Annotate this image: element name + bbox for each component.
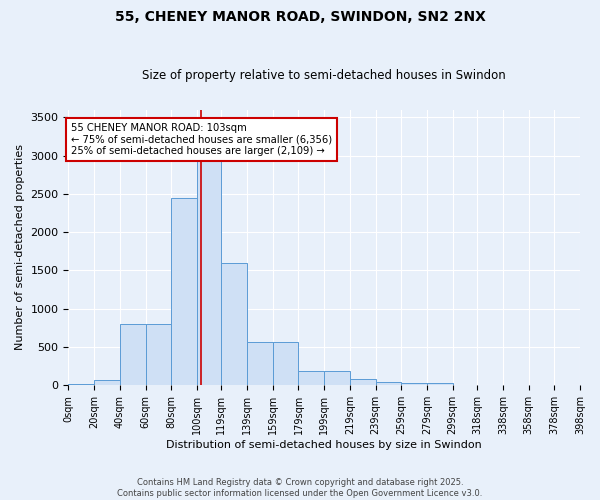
Bar bbox=[197, 140, 221, 386]
Bar bbox=[273, 342, 298, 386]
Bar bbox=[376, 382, 401, 386]
Bar bbox=[427, 383, 453, 386]
Bar bbox=[221, 263, 247, 386]
Bar bbox=[401, 383, 427, 386]
Bar bbox=[146, 324, 171, 386]
Bar bbox=[350, 379, 376, 386]
Title: Size of property relative to semi-detached houses in Swindon: Size of property relative to semi-detach… bbox=[142, 69, 506, 82]
Bar bbox=[324, 371, 350, 386]
Bar bbox=[68, 384, 94, 386]
Bar bbox=[171, 198, 197, 386]
Y-axis label: Number of semi-detached properties: Number of semi-detached properties bbox=[15, 144, 25, 350]
Bar bbox=[120, 324, 146, 386]
Text: 55, CHENEY MANOR ROAD, SWINDON, SN2 2NX: 55, CHENEY MANOR ROAD, SWINDON, SN2 2NX bbox=[115, 10, 485, 24]
Bar bbox=[94, 380, 120, 386]
Text: Contains HM Land Registry data © Crown copyright and database right 2025.
Contai: Contains HM Land Registry data © Crown c… bbox=[118, 478, 482, 498]
X-axis label: Distribution of semi-detached houses by size in Swindon: Distribution of semi-detached houses by … bbox=[166, 440, 482, 450]
Bar bbox=[247, 342, 273, 386]
Text: 55 CHENEY MANOR ROAD: 103sqm
← 75% of semi-detached houses are smaller (6,356)
2: 55 CHENEY MANOR ROAD: 103sqm ← 75% of se… bbox=[71, 122, 332, 156]
Bar bbox=[298, 371, 324, 386]
